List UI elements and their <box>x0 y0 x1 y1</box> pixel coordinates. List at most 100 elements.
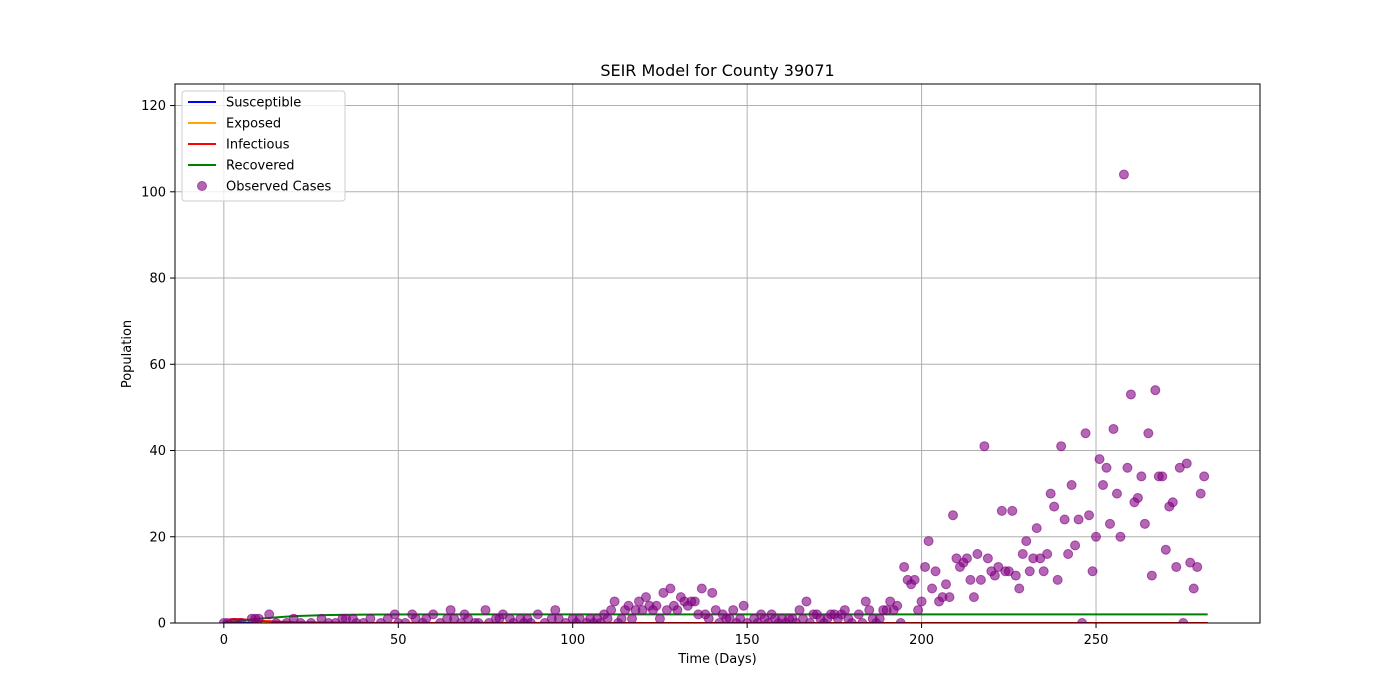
observed-cases-point <box>860 596 871 607</box>
x-tick-label: 100 <box>560 633 585 648</box>
observed-cases-point <box>1010 570 1021 581</box>
observed-cases-point <box>944 592 955 603</box>
observed-cases-point <box>532 609 543 620</box>
observed-cases-point <box>982 553 993 564</box>
observed-cases-point <box>445 605 456 616</box>
y-tick-label: 100 <box>141 185 166 200</box>
observed-cases-point <box>1108 423 1119 434</box>
observed-cases-point <box>1031 523 1042 534</box>
observed-cases-point <box>1143 428 1154 439</box>
observed-cases-point <box>801 596 812 607</box>
observed-cases-point <box>979 441 990 452</box>
observed-cases-point <box>961 553 972 564</box>
observed-cases-point <box>1063 549 1074 560</box>
observed-cases-point <box>874 613 885 623</box>
x-tick-label: 150 <box>735 633 760 648</box>
observed-cases-point <box>913 605 924 616</box>
observed-cases-point <box>1150 385 1161 396</box>
observed-cases-point <box>1139 518 1150 529</box>
observed-cases-point <box>1181 458 1192 469</box>
observed-cases-point <box>1014 583 1025 594</box>
legend-label-exposed: Exposed <box>226 117 281 132</box>
observed-cases-point <box>365 613 376 623</box>
observed-cases-point <box>672 605 683 616</box>
observed-cases-point <box>839 605 850 616</box>
observed-cases-point <box>1167 497 1178 508</box>
observed-cases-point <box>606 605 617 616</box>
observed-cases-point <box>738 600 749 611</box>
observed-cases-point <box>968 592 979 603</box>
observed-cases-point <box>616 613 627 623</box>
observed-cases-point <box>665 583 676 594</box>
observed-cases-point <box>609 596 620 607</box>
observed-cases-point <box>1111 488 1122 499</box>
legend-label-recovered: Recovered <box>226 159 295 174</box>
observed-cases-point <box>927 583 938 594</box>
y-tick-label: 120 <box>141 99 166 114</box>
observed-cases-point <box>473 618 484 623</box>
observed-cases-point <box>389 609 400 620</box>
legend-swatch-observed-cases <box>197 181 207 191</box>
observed-cases-point <box>525 618 536 623</box>
y-axis-label: Population <box>120 320 135 388</box>
observed-cases-point <box>975 574 986 585</box>
observed-cases-point <box>627 613 638 623</box>
observed-cases-point <box>253 613 264 623</box>
observed-cases-point <box>857 618 868 623</box>
observed-cases-point <box>1045 488 1056 499</box>
observed-cases-point <box>1122 462 1133 473</box>
observed-cases-point <box>654 613 665 623</box>
observed-cases-point <box>1125 389 1136 400</box>
observed-cases-point <box>1115 531 1126 542</box>
observed-cases-point <box>972 549 983 560</box>
observed-cases-point <box>306 618 317 623</box>
observed-cases-point <box>1038 566 1049 577</box>
observed-cases-point <box>864 605 875 616</box>
observed-cases-point <box>892 600 903 611</box>
observed-cases-point <box>941 579 952 590</box>
y-tick-label: 80 <box>149 272 166 287</box>
legend-label-infectious: Infectious <box>226 138 290 153</box>
observed-cases-point <box>1084 510 1095 521</box>
observed-cases-point <box>1104 518 1115 529</box>
observed-cases-point <box>1017 549 1028 560</box>
observed-cases-point <box>1094 454 1105 465</box>
observed-cases-point <box>1136 471 1147 482</box>
observed-cases-point <box>1077 618 1088 623</box>
x-axis-label: Time (Days) <box>677 652 757 667</box>
observed-cases-point <box>1049 501 1060 512</box>
observed-cases-point <box>1021 536 1032 547</box>
observed-cases-point <box>1091 531 1102 542</box>
observed-cases-point <box>965 574 976 585</box>
observed-cases-point <box>1146 570 1157 581</box>
observed-cases-point <box>400 618 411 623</box>
observed-cases-point <box>689 596 700 607</box>
observed-cases-point <box>1087 566 1098 577</box>
observed-cases-point <box>947 510 958 521</box>
legend-box <box>181 90 346 202</box>
observed-cases-point <box>1007 505 1018 516</box>
y-tick-label: 20 <box>149 530 166 545</box>
observed-cases-point <box>271 618 282 623</box>
y-tick-label: 60 <box>149 358 166 373</box>
observed-cases-point <box>1160 544 1171 555</box>
observed-cases-point <box>899 561 910 572</box>
observed-cases-point <box>295 618 306 623</box>
legend-label-observed-cases: Observed Cases <box>226 180 331 195</box>
observed-cases-point <box>480 605 491 616</box>
observed-cases-point <box>236 618 247 623</box>
observed-cases-point <box>264 609 275 620</box>
observed-cases-point <box>895 618 906 623</box>
legend-label-susceptible: Susceptible <box>226 96 301 111</box>
observed-cases-point <box>1024 566 1035 577</box>
observed-cases-point <box>1080 428 1091 439</box>
observed-cases-point <box>1101 462 1112 473</box>
observed-cases-point <box>640 592 651 603</box>
observed-cases-point <box>1052 574 1063 585</box>
x-tick-label: 50 <box>390 633 407 648</box>
x-tick-label: 200 <box>909 633 934 648</box>
observed-cases-point <box>728 605 739 616</box>
x-tick-label: 250 <box>1084 633 1109 648</box>
plot-frame <box>174 83 1261 624</box>
